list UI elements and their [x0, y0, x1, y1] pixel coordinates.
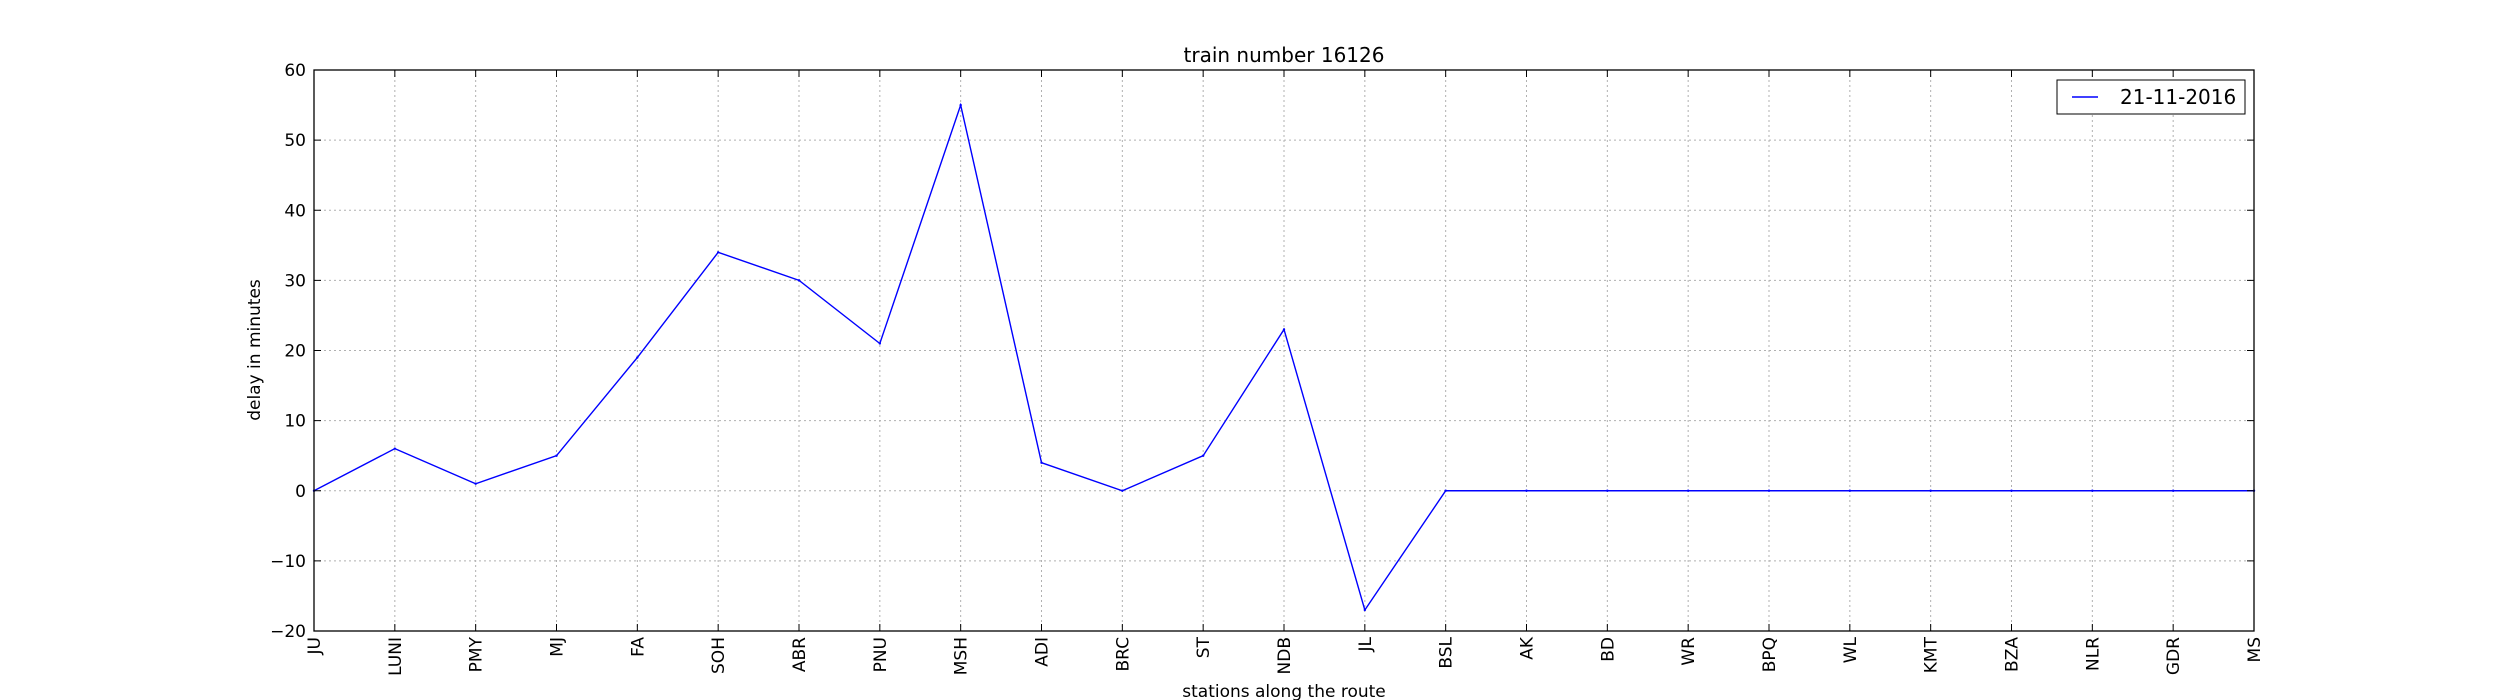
data-point-kmt — [1929, 489, 1932, 492]
x-tick-label: WL — [1841, 636, 1861, 663]
y-tick-label: 30 — [284, 271, 306, 291]
data-point-ndb — [1282, 328, 1286, 331]
y-tick-label: −10 — [270, 552, 306, 572]
data-point-pmy — [474, 482, 477, 485]
data-point-fa — [636, 356, 639, 359]
data-point-abr — [797, 279, 801, 282]
data-point-soh — [716, 251, 720, 254]
x-tick-label: MS — [2245, 637, 2265, 662]
data-point-wr — [1686, 489, 1690, 492]
x-tick-label: BD — [1598, 637, 1618, 662]
x-tick-label: PMY — [467, 636, 487, 672]
y-tick-label: 40 — [284, 201, 306, 221]
x-tick-label: GDR — [2164, 637, 2184, 675]
x-tick-label: BSL — [1437, 636, 1457, 668]
data-point-bpq — [1767, 489, 1771, 492]
x-tick-label: JU — [305, 637, 325, 655]
data-point-luni — [393, 447, 397, 450]
x-tick-label: ST — [1194, 636, 1214, 658]
x-tick-label: NLR — [2083, 637, 2103, 671]
x-tick-label: BPQ — [1760, 637, 1780, 672]
x-tick-label: FA — [628, 637, 648, 657]
x-tick-label: MSH — [952, 637, 972, 675]
data-point-gdr — [2171, 489, 2175, 492]
data-point-bza — [2010, 489, 2013, 492]
data-point-mj — [555, 454, 558, 457]
x-tick-label: JL — [1356, 636, 1376, 652]
y-tick-label: 50 — [284, 131, 306, 151]
data-point-nlr — [2091, 489, 2094, 492]
x-tick-label: AK — [1518, 636, 1538, 660]
x-tick-label: MJ — [548, 637, 568, 657]
data-point-ak — [1525, 489, 1528, 492]
legend-label: 21-11-2016 — [2120, 85, 2236, 109]
data-point-jl — [1363, 608, 1367, 612]
x-tick-label: WR — [1679, 637, 1699, 666]
y-tick-label: −20 — [270, 622, 306, 642]
x-tick-label: ABR — [790, 637, 810, 672]
data-point-st — [1201, 454, 1205, 457]
data-point-brc — [1121, 489, 1124, 492]
data-point-adi — [1040, 461, 1043, 464]
x-tick-label: ADI — [1033, 637, 1053, 667]
y-tick-label: 60 — [284, 61, 306, 81]
y-tick-label: 10 — [284, 412, 306, 432]
x-tick-label: LUNI — [386, 637, 406, 676]
data-point-bsl — [1444, 489, 1447, 492]
data-point-bd — [1606, 489, 1609, 492]
data-point-pnu — [878, 342, 882, 345]
y-axis-title: delay in minutes — [245, 279, 265, 421]
grid-layer — [314, 70, 2254, 631]
y-tick-label: 0 — [295, 482, 306, 502]
chart-title: train number 16126 — [1184, 43, 1385, 67]
legend: 21-11-2016 — [2056, 79, 2246, 115]
x-tick-label: PNU — [871, 637, 891, 672]
tick-layer: JU LUNI PMY MJ FA SOH ABR PNU MSH ADI BRC ST NDB JL BS… — [270, 61, 2265, 676]
data-point-msh — [959, 103, 962, 107]
x-tick-label: KMT — [1922, 636, 1942, 673]
x-tick-label: NDB — [1275, 637, 1295, 674]
y-tick-label: 20 — [284, 342, 306, 362]
x-tick-label: BZA — [2003, 637, 2023, 672]
x-axis-title: stations along the route — [1182, 682, 1386, 700]
x-tick-label: SOH — [709, 637, 729, 674]
x-tick-label: BRC — [1113, 637, 1133, 672]
data-point-wl — [1848, 489, 1852, 492]
